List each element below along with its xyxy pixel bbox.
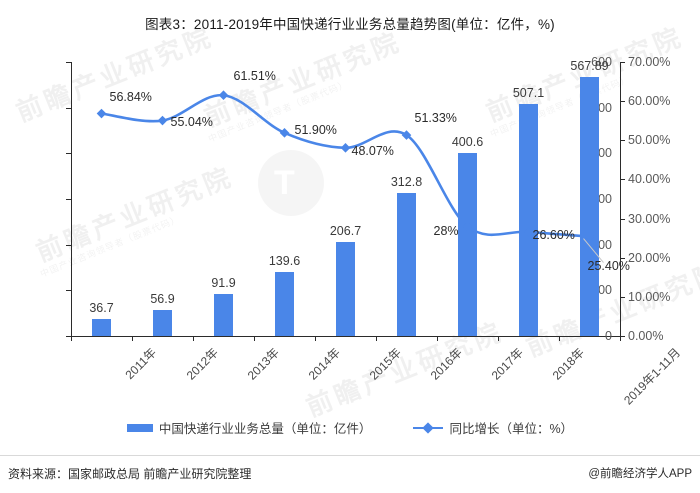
x-tick <box>620 336 621 341</box>
x-tick <box>193 336 194 341</box>
line-data-label: 48.07% <box>351 143 394 158</box>
bar-data-label: 36.7 <box>89 301 114 316</box>
line-data-label: 25.40% <box>587 258 630 273</box>
bar[interactable] <box>580 76 599 336</box>
line-marker[interactable] <box>218 90 229 101</box>
right-tick <box>620 296 625 298</box>
x-tick <box>71 336 72 341</box>
right-axis-line <box>620 62 621 336</box>
right-tick <box>620 336 625 337</box>
x-axis-label: 2011年 <box>121 345 159 383</box>
bar[interactable] <box>92 319 111 336</box>
left-tick <box>66 244 71 246</box>
line-data-label: 51.90% <box>294 122 337 137</box>
right-axis-tick-label: 60.00% <box>628 94 671 109</box>
left-tick <box>66 199 71 200</box>
left-tick <box>66 62 71 63</box>
line-marker[interactable] <box>157 115 168 126</box>
left-tick <box>66 336 71 337</box>
bar-data-label: 312.8 <box>390 175 423 190</box>
left-axis-line <box>71 62 72 336</box>
x-tick <box>315 336 316 341</box>
line-marker-swatch-icon <box>413 423 444 433</box>
plot-area: 0 100 200 300 400 500 600 0.00% 10.00% 20.00% 30.0… <box>66 55 670 343</box>
bar[interactable] <box>458 153 477 336</box>
line-data-label: 26.60% <box>532 227 575 242</box>
left-axis-tick-label: 0 <box>605 329 612 343</box>
line-data-label: 56.84% <box>109 89 152 104</box>
x-axis-label: 2014年 <box>305 345 343 383</box>
right-tick <box>620 218 625 220</box>
bar-data-label: 567.89 <box>570 58 609 73</box>
line-marker[interactable] <box>96 108 107 119</box>
x-tick <box>559 336 560 341</box>
legend-item-line[interactable]: 同比增长（单位：%） <box>413 418 573 437</box>
line-marker[interactable] <box>340 143 351 153</box>
label-leader-line <box>583 238 604 263</box>
bar[interactable] <box>336 241 355 336</box>
bar-data-label: 206.7 <box>329 223 362 238</box>
right-axis-tick-label: 10.00% <box>628 289 671 304</box>
left-tick <box>66 290 71 292</box>
right-tick <box>620 179 625 181</box>
right-axis-tick-label: 0.00% <box>628 329 664 343</box>
bar-data-label: 400.6 <box>451 135 484 150</box>
left-axis-tick-label: 600 <box>591 55 612 69</box>
line-marker[interactable] <box>584 231 595 242</box>
x-tick <box>132 336 133 341</box>
x-axis-label: 2016年 <box>427 345 465 383</box>
right-axis-tick-label: 70.00% <box>628 55 671 69</box>
x-axis-label: 2013年 <box>244 345 282 383</box>
x-axis-label: 2018年 <box>549 345 587 383</box>
x-axis-label: 2012年 <box>183 345 221 383</box>
line-series <box>96 90 604 263</box>
bar-swatch-icon <box>126 423 153 432</box>
x-tick <box>376 336 377 341</box>
legend-item-bar[interactable]: 中国快递行业业务总量（单位：亿件） <box>126 418 372 437</box>
x-axis-label: 2017年 <box>488 345 526 383</box>
bar-data-label: 91.9 <box>211 276 236 291</box>
right-tick <box>620 101 625 103</box>
bar[interactable] <box>519 104 538 336</box>
bar-data-label: 56.9 <box>150 292 175 307</box>
bar[interactable] <box>214 294 233 336</box>
footer-divider <box>0 455 700 456</box>
x-tick <box>498 336 499 341</box>
bar[interactable] <box>275 272 294 336</box>
left-tick <box>66 153 71 155</box>
bar[interactable] <box>397 193 416 336</box>
line-marker[interactable] <box>279 128 290 138</box>
right-tick <box>620 62 625 63</box>
right-axis-tick-label: 30.00% <box>628 211 671 226</box>
bar-data-label: 507.1 <box>512 86 545 101</box>
x-axis-line <box>71 336 620 337</box>
right-axis-tick-label: 40.00% <box>628 172 671 187</box>
right-axis-tick-label: 20.00% <box>628 250 671 265</box>
line-data-label: 61.51% <box>233 69 276 84</box>
source-note: 资料来源：国家邮政总局 前瞻产业研究院整理 <box>8 467 252 481</box>
x-axis-label: 2019年1-11月 <box>620 345 683 408</box>
right-tick <box>620 257 625 259</box>
right-axis-tick-label: 50.00% <box>628 133 671 148</box>
bar-data-label: 139.6 <box>268 254 301 269</box>
right-tick <box>620 140 625 142</box>
x-tick <box>437 336 438 341</box>
brand-note: @前瞻经济学人APP <box>588 468 692 480</box>
x-tick <box>254 336 255 341</box>
line-data-label: 28% <box>433 224 459 239</box>
legend-label-line: 同比增长（单位：%） <box>449 422 574 436</box>
chart-legend: 中国快递行业业务总量（单位：亿件） 同比增长（单位：%） <box>0 418 700 437</box>
x-axis-label: 2015年 <box>366 345 404 383</box>
chart-title: 图表3：2011-2019年中国快递行业业务总量趋势图(单位：亿件，%) <box>145 17 555 32</box>
bar[interactable] <box>153 310 172 336</box>
line-data-label: 51.33% <box>414 111 457 126</box>
line-data-label: 55.04% <box>170 114 213 129</box>
left-tick <box>66 107 71 109</box>
legend-label-bar: 中国快递行业业务总量（单位：亿件） <box>158 422 372 436</box>
